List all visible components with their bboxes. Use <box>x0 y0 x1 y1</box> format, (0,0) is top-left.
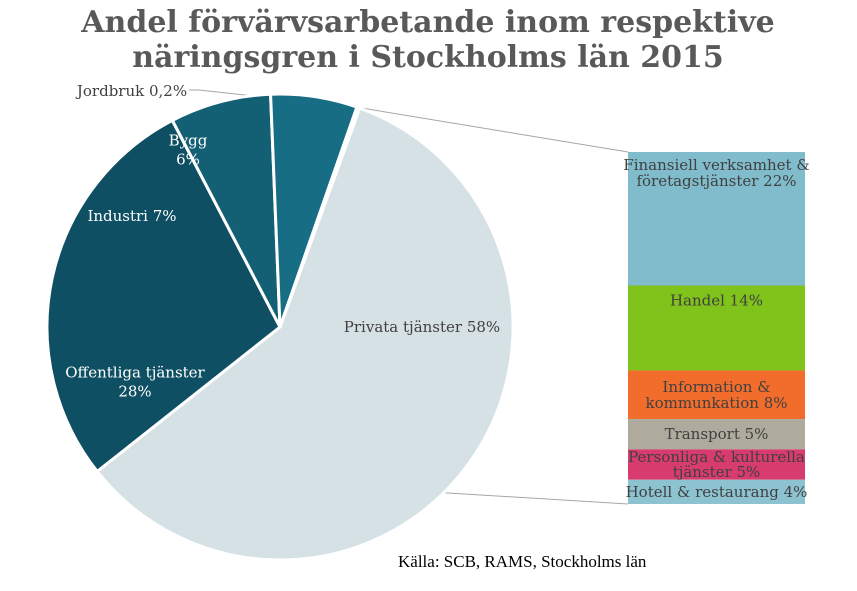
pie-slice-jordbruk-0-2 <box>278 105 362 329</box>
bar-segment-transport-5 <box>628 419 805 450</box>
slice-label-industri-7: Industri 7% <box>87 207 176 225</box>
bar-segment-information-kommunkation-8 <box>628 370 805 420</box>
slice-label-jordbruk-0-2: Jordbruk 0,2% <box>75 82 187 100</box>
bar-label-handel-14-line: Handel 14% <box>670 292 763 310</box>
bar-label-hotell-restaurang-4: Hotell & restaurang 4% <box>626 483 808 501</box>
pie-slices <box>45 92 515 562</box>
pie-slice-offentliga-tjanster-28 <box>45 118 282 473</box>
slice-label-offentliga-tjanster-28: Offentliga tjänster 28% <box>65 364 205 401</box>
bar-segment-personliga-kulturella-tjanster-5 <box>628 449 805 480</box>
bar-label-information-kommunkation-8-line: Information & <box>662 378 770 396</box>
slice-label-bygg-6-line: 6% <box>176 151 200 169</box>
bar-label-finansiell-verksamhet-foretagstjanster-22-line: företagstjänster 22% <box>636 172 796 190</box>
slice-label-privata-tjanster-58: Privata tjänster 58% <box>344 318 500 336</box>
bar-label-personliga-kulturella-tjanster-5-line: tjänster 5% <box>673 463 761 481</box>
bar-segment-handel-14 <box>628 285 805 371</box>
pie-slice-industri-7 <box>170 92 282 329</box>
slice-label-jordbruk-0-2-line: Jordbruk 0,2% <box>75 82 187 100</box>
bar-label-personliga-kulturella-tjanster-5: Personliga & kulturella tjänster 5% <box>628 448 805 481</box>
bar-segment-finansiell-verksamhet-foretagstjanster-22 <box>628 152 805 286</box>
breakdown-bar: Finansiell verksamhet & företagstjänster … <box>623 152 810 504</box>
chart-title-line: näringsgren i Stockholms län 2015 <box>132 40 724 75</box>
bar-label-transport-5-line: Transport 5% <box>665 425 769 443</box>
slice-label-privata-tjanster-58-line: Privata tjänster 58% <box>344 318 500 336</box>
slice-labels: Privata tjänster 58% Offentliga tjänster 2… <box>65 82 500 401</box>
slice-label-bygg-6: Bygg 6% <box>169 132 208 169</box>
slice-label-offentliga-tjanster-28-line: 28% <box>118 383 151 401</box>
bar-label-information-kommunkation-8-line: kommunkation 8% <box>645 394 787 412</box>
bar-label-transport-5: Transport 5% <box>665 425 769 443</box>
slice-label-offentliga-tjanster-28-line: Offentliga tjänster <box>65 364 205 382</box>
bar-label-finansiell-verksamhet-foretagstjanster-22: Finansiell verksamhet & företagstjänster … <box>623 156 809 190</box>
bar-label-information-kommunkation-8: Information & kommunkation 8% <box>645 378 787 412</box>
slice-label-industri-7-line: Industri 7% <box>87 207 176 225</box>
chart-title-line: Andel förvärvsarbetande inom respektive <box>80 5 774 40</box>
chart-title: Andel förvärvsarbetande inom respektiven… <box>80 5 774 75</box>
bar-label-finansiell-verksamhet-foretagstjanster-22-line: Finansiell verksamhet & <box>623 156 809 174</box>
bar-label-personliga-kulturella-tjanster-5-line: Personliga & kulturella <box>628 448 805 466</box>
pie-slice-privata-tjanster-58 <box>95 106 515 562</box>
bar-label-handel-14: Handel 14% <box>670 292 763 310</box>
slice-label-bygg-6-line: Bygg <box>169 132 208 150</box>
bar-label-hotell-restaurang-4-line: Hotell & restaurang 4% <box>626 483 808 501</box>
connector-line-top <box>361 107 629 153</box>
bar-segment-hotell-restaurang-4 <box>628 479 805 504</box>
source-note: Källa: SCB, RAMS, Stockholms län <box>398 552 647 571</box>
